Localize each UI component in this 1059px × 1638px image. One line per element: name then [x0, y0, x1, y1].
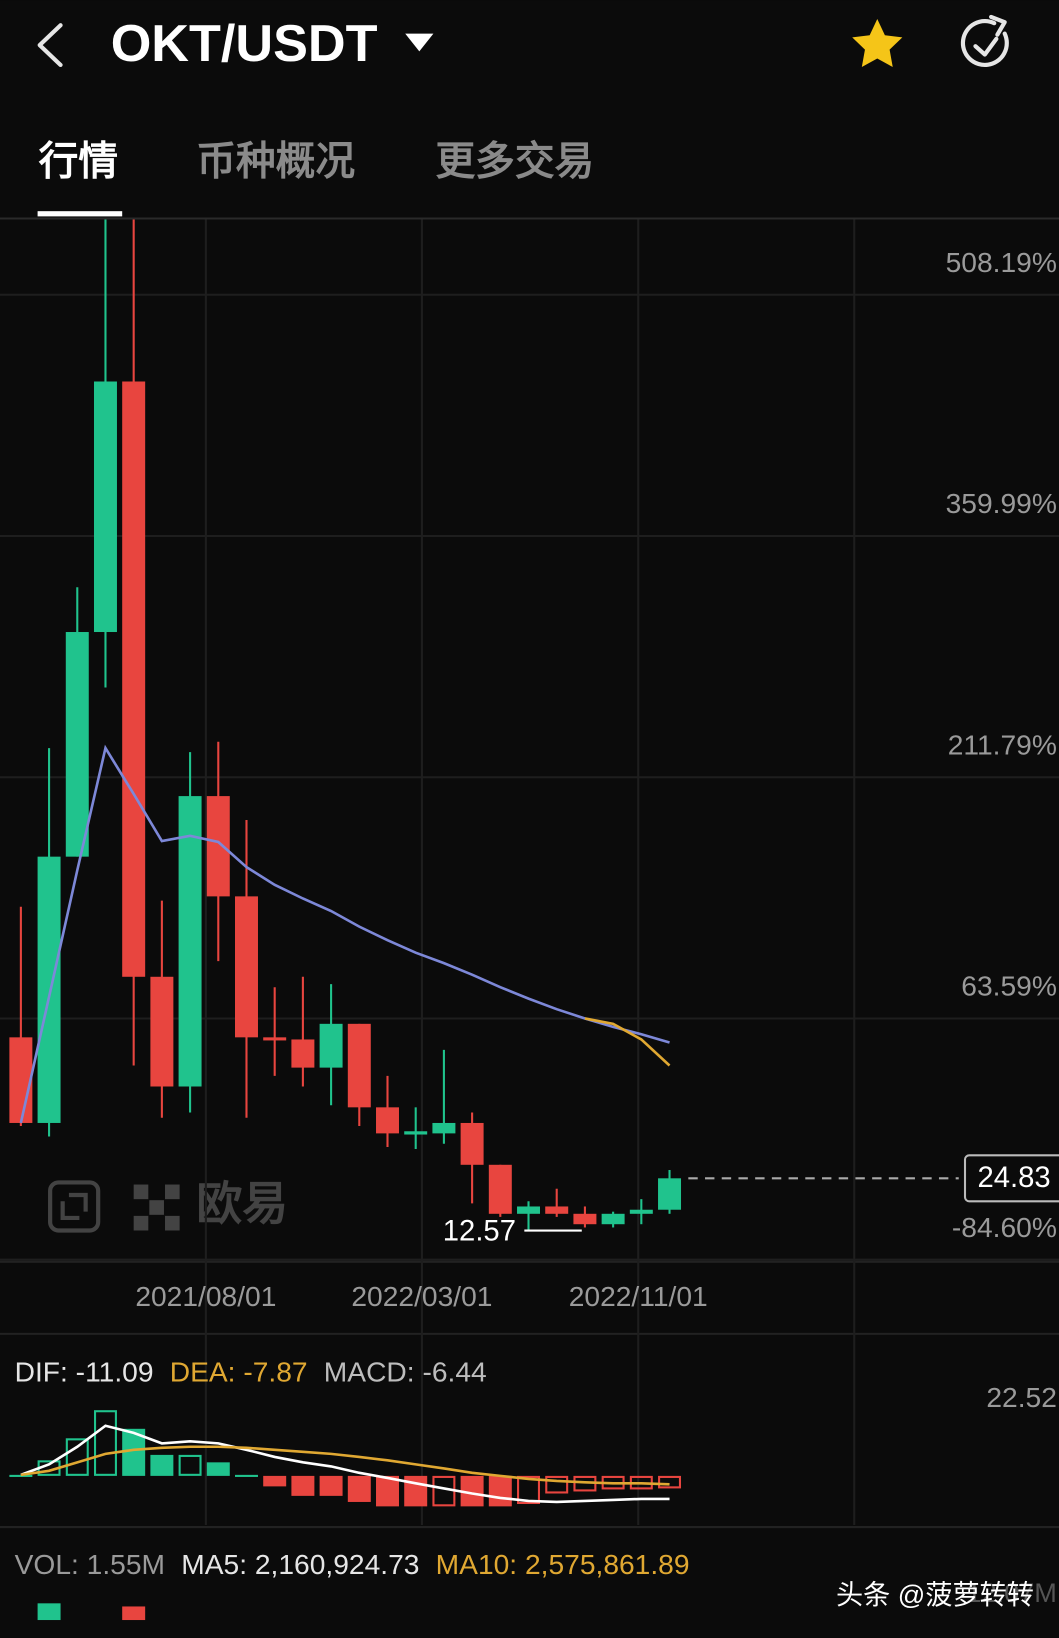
- dif-legend: DIF: -11.09: [15, 1356, 154, 1388]
- candle-body: [178, 796, 202, 1087]
- y-tick-label: 508.19%: [946, 246, 1057, 278]
- dea-legend: DEA: -7.87: [170, 1356, 308, 1388]
- candle-body: [376, 1107, 399, 1134]
- candle-body: [235, 896, 258, 1038]
- y-tick-label: 22.52: [986, 1381, 1057, 1413]
- macd-bar: [404, 1475, 428, 1507]
- brand-watermark: 欧易: [48, 1178, 288, 1233]
- pair-title[interactable]: OKT/USDT: [111, 15, 378, 73]
- macd-bar: [263, 1475, 287, 1487]
- ma5-legend: MA5: 2,160,924.73: [181, 1548, 419, 1580]
- macd-bar: [347, 1475, 371, 1502]
- refresh-button[interactable]: [960, 14, 1009, 67]
- watermark-logo: [133, 1184, 149, 1200]
- vol-axis-label: 12.07M: [966, 1577, 1057, 1608]
- watermark-logo: [133, 1215, 149, 1231]
- candle-body: [263, 1037, 287, 1041]
- tab-underline: [37, 211, 123, 217]
- refresh-arrow: [989, 14, 1007, 37]
- last-price-box: [963, 1154, 1059, 1203]
- macd-bar: [206, 1462, 230, 1476]
- macd-bar: [658, 1475, 682, 1489]
- macd-bar: [150, 1454, 174, 1476]
- back-button[interactable]: [37, 23, 63, 68]
- watermark-logo: [165, 1184, 180, 1200]
- macd-bar: [376, 1475, 399, 1507]
- macd-bar: [517, 1475, 541, 1504]
- refresh-arc: [960, 19, 1009, 67]
- price-chart: 508.19% 359.99% 211.79% 63.59% -84.60% 2021/0…: [0, 219, 1059, 1525]
- vol-legend-value: VOL: 1.55M: [15, 1548, 165, 1580]
- moving-average: [19, 744, 670, 1124]
- candle-body: [65, 632, 89, 857]
- dif-line: [20, 1424, 670, 1504]
- dropdown-arrow[interactable]: [405, 33, 434, 52]
- watermark-logo: [149, 1200, 164, 1215]
- moving-average: [584, 1017, 671, 1067]
- candle-body: [573, 1213, 597, 1225]
- macd-bar: [9, 1474, 33, 1477]
- candle-body: [206, 796, 230, 897]
- macd-bar: [291, 1475, 315, 1496]
- x-tick-label: 2022/03/01: [351, 1280, 492, 1312]
- ma10-legend: MA10: 2,575,861.89: [436, 1548, 690, 1580]
- x-tick-label: 2021/08/01: [135, 1280, 276, 1312]
- macd-bar: [122, 1428, 146, 1476]
- candle-body: [291, 1039, 315, 1068]
- macd-chart: 22.52: [9, 1381, 1057, 1507]
- candle-body: [37, 856, 61, 1123]
- y-tick-label: 63.59%: [961, 970, 1057, 1002]
- favorite-star[interactable]: [852, 19, 903, 68]
- candle-body: [517, 1206, 541, 1214]
- low-price: 12.57: [443, 1215, 516, 1247]
- dea-line: [20, 1445, 670, 1486]
- candle-body: [658, 1178, 682, 1210]
- candle-body: [9, 1037, 33, 1123]
- candle-body: [404, 1131, 428, 1135]
- macd-value-legend: MACD: -6.44: [324, 1356, 487, 1388]
- y-tick-label: 359.99%: [946, 487, 1057, 519]
- candle-body: [319, 1023, 343, 1068]
- candle-body: [432, 1122, 456, 1134]
- tab[interactable]: 币种概况: [196, 140, 355, 184]
- candle-body: [629, 1209, 653, 1214]
- vol-legend: VOL: 1.55M MA5: 2,160,924.73 MA10: 2,575…: [15, 1548, 690, 1580]
- macd-bar: [319, 1475, 343, 1496]
- y-tick-label: -84.60%: [952, 1211, 1057, 1243]
- watermark-icon: [60, 1192, 88, 1221]
- source-watermark: 头条 @菠萝转转: [836, 1579, 1034, 1610]
- candle-body: [460, 1122, 484, 1165]
- candle-body: [93, 381, 117, 633]
- vol-bar: [122, 1606, 146, 1621]
- y-tick-label: 211.79%: [948, 728, 1057, 760]
- candle-body: [488, 1164, 512, 1214]
- candle-body: [347, 1023, 371, 1108]
- macd-bar: [545, 1475, 569, 1494]
- macd-bar: [178, 1454, 202, 1476]
- refresh-check: [973, 36, 999, 57]
- vol-bar: [37, 1603, 61, 1621]
- candle-body: [601, 1213, 625, 1225]
- macd-bar: [488, 1475, 512, 1507]
- macd-bar: [65, 1438, 89, 1476]
- watermark-logo: [165, 1215, 180, 1231]
- candle-body: [545, 1206, 569, 1214]
- watermark-brand: 欧易: [196, 1178, 288, 1230]
- candle-body: [122, 381, 146, 977]
- candle-body: [150, 976, 174, 1087]
- macd-bar: [93, 1410, 117, 1476]
- watermark-icon: [48, 1180, 101, 1233]
- tab[interactable]: 更多交易: [436, 140, 595, 184]
- tab-active[interactable]: 行情: [39, 140, 118, 184]
- macd-legend: DIF: -11.09 DEA: -7.87 MACD: -6.44: [15, 1356, 487, 1388]
- macd-bar: [235, 1474, 258, 1477]
- last-price: 24.83: [978, 1162, 1051, 1194]
- macd-bar: [460, 1475, 484, 1507]
- x-tick-label: 2022/11/01: [569, 1280, 708, 1312]
